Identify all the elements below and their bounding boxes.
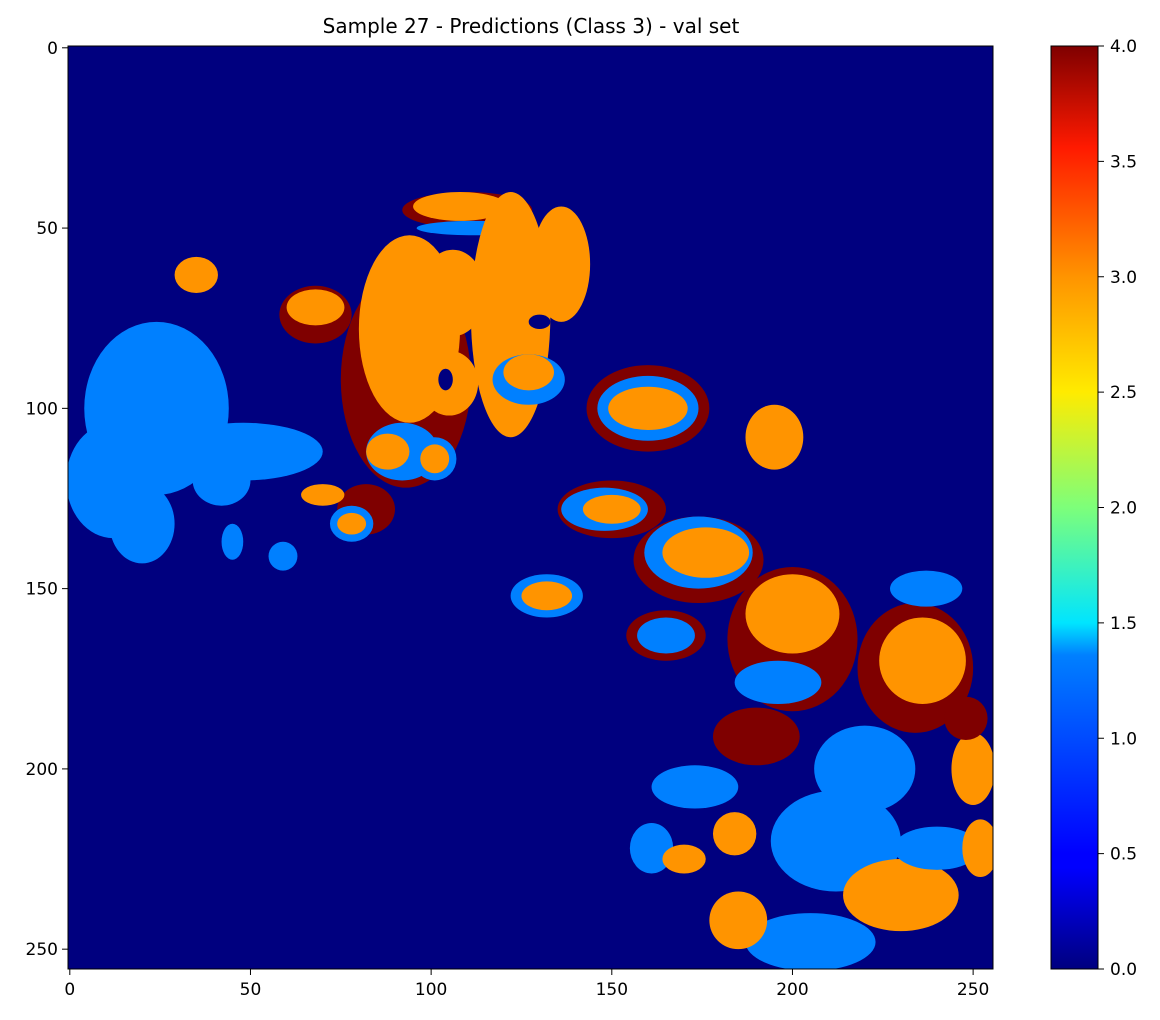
y-tick-label: 250 [26,940,58,960]
class-3-region [301,484,345,506]
class-1-region [734,660,822,704]
class-3-region [503,354,554,391]
colorbar-tick-label: 2.0 [1110,499,1137,519]
class-1-region [268,541,298,571]
class-3-region [521,581,573,611]
y-axis: 0 50 100 150 200 250 [26,39,68,960]
class-3-region [709,891,768,950]
class-1-region [893,826,981,870]
class-1-region [109,484,175,564]
colorbar-tick-label: 3.0 [1110,268,1137,288]
colorbar-tick-label: 3.5 [1110,152,1137,172]
class-3-region [420,444,450,474]
class-3-region [532,206,591,322]
y-tick-label: 0 [47,39,58,59]
x-axis: 0 50 100 150 200 250 [64,969,989,1000]
colorbar-tick-label: 0.0 [1110,960,1137,980]
y-tick-label: 50 [36,219,58,239]
x-tick-label: 150 [596,980,628,1000]
class-3-region [420,249,486,337]
class-3-region [337,512,367,535]
class-3-region [962,819,993,878]
y-tick-label: 100 [26,399,58,419]
y-tick-label: 150 [26,580,58,600]
colorbar-tick-label: 1.0 [1110,729,1137,749]
class-1-region [745,913,876,969]
x-tick-label: 100 [415,980,447,1000]
class-3-region [951,732,993,805]
class-3-region [879,617,966,704]
class-0-region [528,314,551,330]
class-1-region [221,523,244,560]
class-3-region [582,494,641,524]
class-3-region [662,844,706,874]
class-1-region [192,455,251,506]
class-3-region [745,574,840,654]
class-3-region [366,433,410,470]
class-3-region [712,812,757,856]
class-3-region [662,527,750,578]
x-tick-label: 250 [957,980,989,1000]
class-4-region [944,696,988,741]
colorbar-gradient [1050,45,1099,970]
class-4-region [712,707,800,766]
colorbar-tick-label: 4.0 [1110,37,1137,57]
x-tick-label: 0 [64,980,75,1000]
colorbar-tick-label: 0.5 [1110,845,1137,865]
x-tick-label: 50 [240,980,262,1000]
colorbar-tick-label: 2.5 [1110,383,1137,403]
colorbar: 0.0 0.5 1.0 1.5 2.0 2.5 3.0 3.5 4.0 [1050,37,1137,980]
class-3-region [843,859,959,932]
class-3-region [608,386,688,430]
colorbar-tick-label: 1.5 [1110,614,1137,634]
y-tick-label: 200 [26,760,58,780]
plot-frame [67,45,994,970]
class-1-region [629,822,674,874]
class-3-region [745,404,804,470]
class-3-region [413,192,508,221]
plot-area [67,45,994,970]
class-1-region [814,725,916,813]
class-3-region [286,289,345,326]
class-3-region [174,256,218,293]
class-1-region [890,570,963,607]
class-0-region [438,368,453,391]
x-tick-label: 200 [776,980,808,1000]
class-1-region [651,765,739,809]
class-1-region [637,617,695,654]
chart-title: Sample 27 - Predictions (Class 3) - val … [323,14,740,38]
